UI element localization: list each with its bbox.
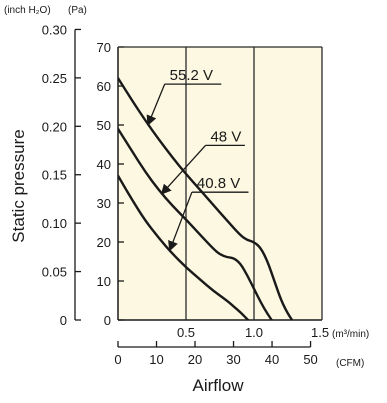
cfm-tick-label: 20	[188, 352, 202, 367]
series-label-pointer	[168, 191, 193, 252]
series-label-pointer	[146, 83, 166, 126]
series-label-pointer	[160, 144, 206, 195]
m3min-tick-label: 1.5	[311, 325, 329, 340]
annotations: 55.2 V 48 V 40.8 V	[146, 67, 249, 252]
series-line-55-2-v	[118, 77, 294, 320]
inch-tick-label: 0	[60, 313, 67, 328]
series-line-40-8-v	[118, 174, 250, 320]
pa-tick-label: 40	[97, 157, 111, 172]
pa-tick-label: 70	[97, 40, 111, 55]
cfm-tick-label: 40	[265, 352, 279, 367]
pa-tick-label: 20	[97, 235, 111, 250]
cfm-tick-label: 0	[114, 352, 121, 367]
pa-tick-label: 50	[97, 118, 111, 133]
pa-tick-label: 0	[104, 313, 111, 328]
cfm-tick-label: 30	[226, 352, 240, 367]
series-line-48-v	[118, 127, 274, 320]
x-axis-title: Airflow	[192, 376, 244, 395]
m3min-tick-label: 0.5	[177, 325, 195, 340]
unit-label-m3min: (m³/min)	[332, 329, 369, 340]
inch-tick-label: 0.20	[42, 119, 67, 134]
series-label: 48 V	[210, 128, 241, 145]
m3min-tick-label: 1.0	[245, 325, 263, 340]
inch-tick-label: 0.25	[42, 71, 67, 86]
series-label: 55.2 V	[170, 67, 213, 84]
inch-tick-label: 0.15	[42, 168, 67, 183]
inch-tick-label: 0.05	[42, 265, 67, 280]
series-lines	[118, 77, 294, 320]
grid-lines	[118, 46, 323, 320]
inch-tick-label: 0.30	[42, 22, 67, 37]
cfm-tick-label: 50	[303, 352, 317, 367]
inch-tick-label: 0.10	[42, 216, 67, 231]
plot-background	[118, 47, 322, 320]
pa-tick-label: 10	[97, 274, 111, 289]
unit-label-pa: (Pa)	[68, 5, 87, 16]
y-axis-title: Static pressure	[9, 129, 28, 242]
cfm-tick-label: 10	[149, 352, 163, 367]
unit-label-cfm: (CFM)	[336, 358, 364, 369]
pa-tick-label: 60	[97, 79, 111, 94]
pa-tick-label: 30	[97, 196, 111, 211]
series-label: 40.8 V	[197, 175, 240, 192]
chart-frame: 0 10 20 30 40 50 60 70 0 0.05 0.10 0.15 0.20 0.25 0.30…	[42, 22, 329, 367]
unit-label-inch-h2o: (inch H₂O)	[4, 5, 51, 16]
